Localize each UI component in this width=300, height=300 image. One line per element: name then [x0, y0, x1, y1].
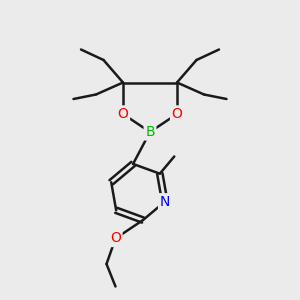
Text: B: B	[145, 125, 155, 139]
Text: O: O	[172, 107, 182, 121]
Text: O: O	[110, 232, 121, 245]
Text: O: O	[118, 107, 128, 121]
Text: N: N	[160, 195, 170, 209]
